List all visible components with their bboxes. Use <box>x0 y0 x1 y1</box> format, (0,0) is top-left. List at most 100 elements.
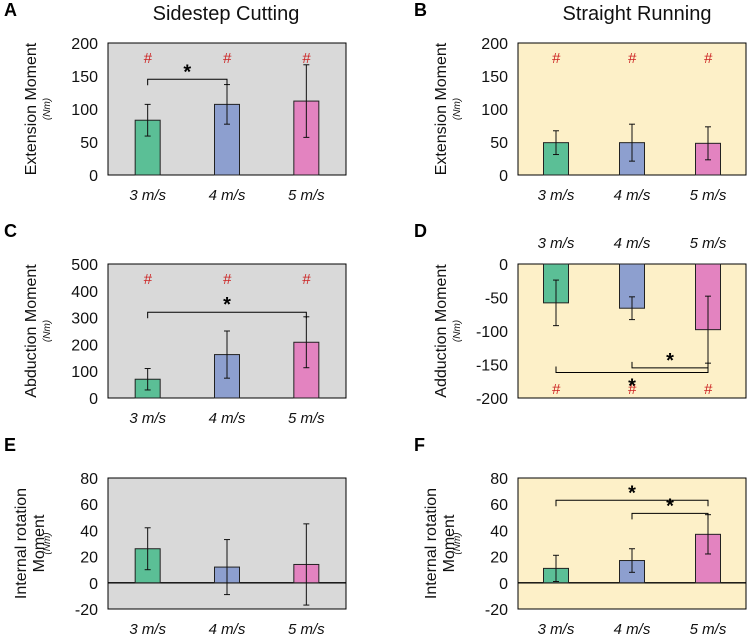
significance-hash: # <box>552 381 561 398</box>
significance-hash: # <box>552 50 561 67</box>
y-axis-label: Extension Moment <box>433 42 450 175</box>
significance-hash: # <box>223 50 232 67</box>
category-label: 4 m/s <box>614 235 651 252</box>
significance-hash: # <box>302 271 311 288</box>
panel-d: D Adduction Moment (Nm) 0 -50 -100 -150 -200 3 m… <box>414 221 747 408</box>
panel-e: E Internal rotationMoment(Nm) -20 0 20 40 60 80… <box>4 435 347 638</box>
y-tick-label: -100 <box>476 324 508 341</box>
y-axis-label: Internal rotationMoment <box>13 488 48 599</box>
panel-a: A Extension Moment (Nm) 0 50 100 150 200 3 m/s #4… <box>4 0 347 204</box>
y-tick-label: -150 <box>476 358 508 375</box>
y-tick-label: 20 <box>80 550 98 567</box>
category-label: 4 m/s <box>209 410 246 427</box>
y-tick-label: 50 <box>80 135 98 152</box>
y-tick-label: 80 <box>490 471 508 488</box>
panel-letter: A <box>4 0 17 20</box>
significance-bracket <box>147 78 228 86</box>
category-label: 4 m/s <box>614 621 651 638</box>
category-label: 3 m/s <box>538 621 575 638</box>
y-tick-label: 80 <box>80 471 98 488</box>
significance-bracket <box>555 366 709 374</box>
y-axis-unit: (Nm) <box>452 98 463 120</box>
y-axis-label-line: Internal rotation <box>423 488 440 599</box>
y-tick-label: 200 <box>481 36 508 53</box>
y-tick-label: 0 <box>89 168 98 185</box>
category-label: 3 m/s <box>538 187 575 204</box>
significance-star: * <box>666 495 674 517</box>
significance-hash: # <box>704 381 713 398</box>
y-tick-label: 60 <box>80 497 98 514</box>
y-axis-label-line: Moment <box>31 514 48 572</box>
significance-star: * <box>666 350 674 372</box>
category-label: 4 m/s <box>209 621 246 638</box>
y-axis-label: Extension Moment <box>23 42 40 175</box>
y-tick-label: 0 <box>499 576 508 593</box>
y-tick-label: 500 <box>71 257 98 274</box>
y-tick-label: 400 <box>71 284 98 301</box>
significance-star: * <box>223 294 231 316</box>
y-tick-label: -200 <box>476 391 508 408</box>
y-tick-label: 200 <box>71 36 98 53</box>
y-tick-label: 100 <box>71 364 98 381</box>
y-axis-unit: (Nm) <box>42 532 53 554</box>
panel-letter: E <box>4 435 16 455</box>
y-tick-label: 60 <box>490 497 508 514</box>
y-tick-label: 40 <box>490 523 508 540</box>
panel-c: C Abduction Moment (Nm) 0 100 200 300 400 500 3 m… <box>4 221 347 427</box>
significance-hash: # <box>302 50 311 67</box>
column-title-cutting: Sidestep Cutting <box>153 3 300 25</box>
y-axis-unit: (Nm) <box>452 532 463 554</box>
significance-hash: # <box>223 271 232 288</box>
y-axis-label-line: Moment <box>441 514 458 572</box>
category-label: 4 m/s <box>209 187 246 204</box>
y-tick-label: 50 <box>490 135 508 152</box>
significance-bracket <box>631 361 709 369</box>
y-tick-label: 20 <box>490 550 508 567</box>
y-axis-label: Adduction Moment <box>433 264 450 398</box>
significance-bracket <box>631 512 709 520</box>
y-tick-label: -20 <box>485 602 508 619</box>
y-tick-label: 0 <box>89 576 98 593</box>
column-title-running: Straight Running <box>563 3 712 25</box>
significance-star: * <box>628 482 636 504</box>
panel-letter: D <box>414 221 427 241</box>
y-axis-unit: (Nm) <box>452 320 463 342</box>
y-tick-label: 0 <box>89 391 98 408</box>
y-tick-label: 0 <box>499 257 508 274</box>
category-label: 5 m/s <box>288 621 325 638</box>
y-tick-label: 40 <box>80 523 98 540</box>
y-tick-label: 100 <box>71 102 98 119</box>
significance-bracket <box>555 499 709 507</box>
significance-hash: # <box>704 50 713 67</box>
y-tick-label: -20 <box>75 602 98 619</box>
significance-bracket <box>147 311 307 319</box>
y-axis-label: Abduction Moment <box>23 264 40 398</box>
panel-letter: C <box>4 221 17 241</box>
significance-hash: # <box>628 381 637 398</box>
category-label: 5 m/s <box>690 187 727 204</box>
y-tick-label: 100 <box>481 102 508 119</box>
y-tick-label: 300 <box>71 311 98 328</box>
panel-b: B Extension Moment (Nm) 0 50 100 150 200 3 m/s #4… <box>414 0 747 204</box>
category-label: 5 m/s <box>288 410 325 427</box>
y-axis-unit: (Nm) <box>42 320 53 342</box>
y-tick-label: 150 <box>71 69 98 86</box>
y-tick-label: 0 <box>499 168 508 185</box>
category-label: 3 m/s <box>129 621 166 638</box>
category-label: 5 m/s <box>690 235 727 252</box>
significance-star: * <box>183 61 191 83</box>
y-axis-label-line: Internal rotation <box>13 488 30 599</box>
category-label: 3 m/s <box>538 235 575 252</box>
panel-letter: F <box>414 435 425 455</box>
y-tick-label: -50 <box>485 291 508 308</box>
y-axis-label: Internal rotationMoment <box>423 488 458 599</box>
y-tick-label: 150 <box>481 69 508 86</box>
significance-hash: # <box>628 50 637 67</box>
panel-letter: B <box>414 0 427 20</box>
category-label: 5 m/s <box>288 187 325 204</box>
panel-f: F Internal rotationMoment(Nm) -20 0 20 40 60 80… <box>414 435 747 638</box>
category-label: 4 m/s <box>614 187 651 204</box>
significance-hash: # <box>143 50 152 67</box>
